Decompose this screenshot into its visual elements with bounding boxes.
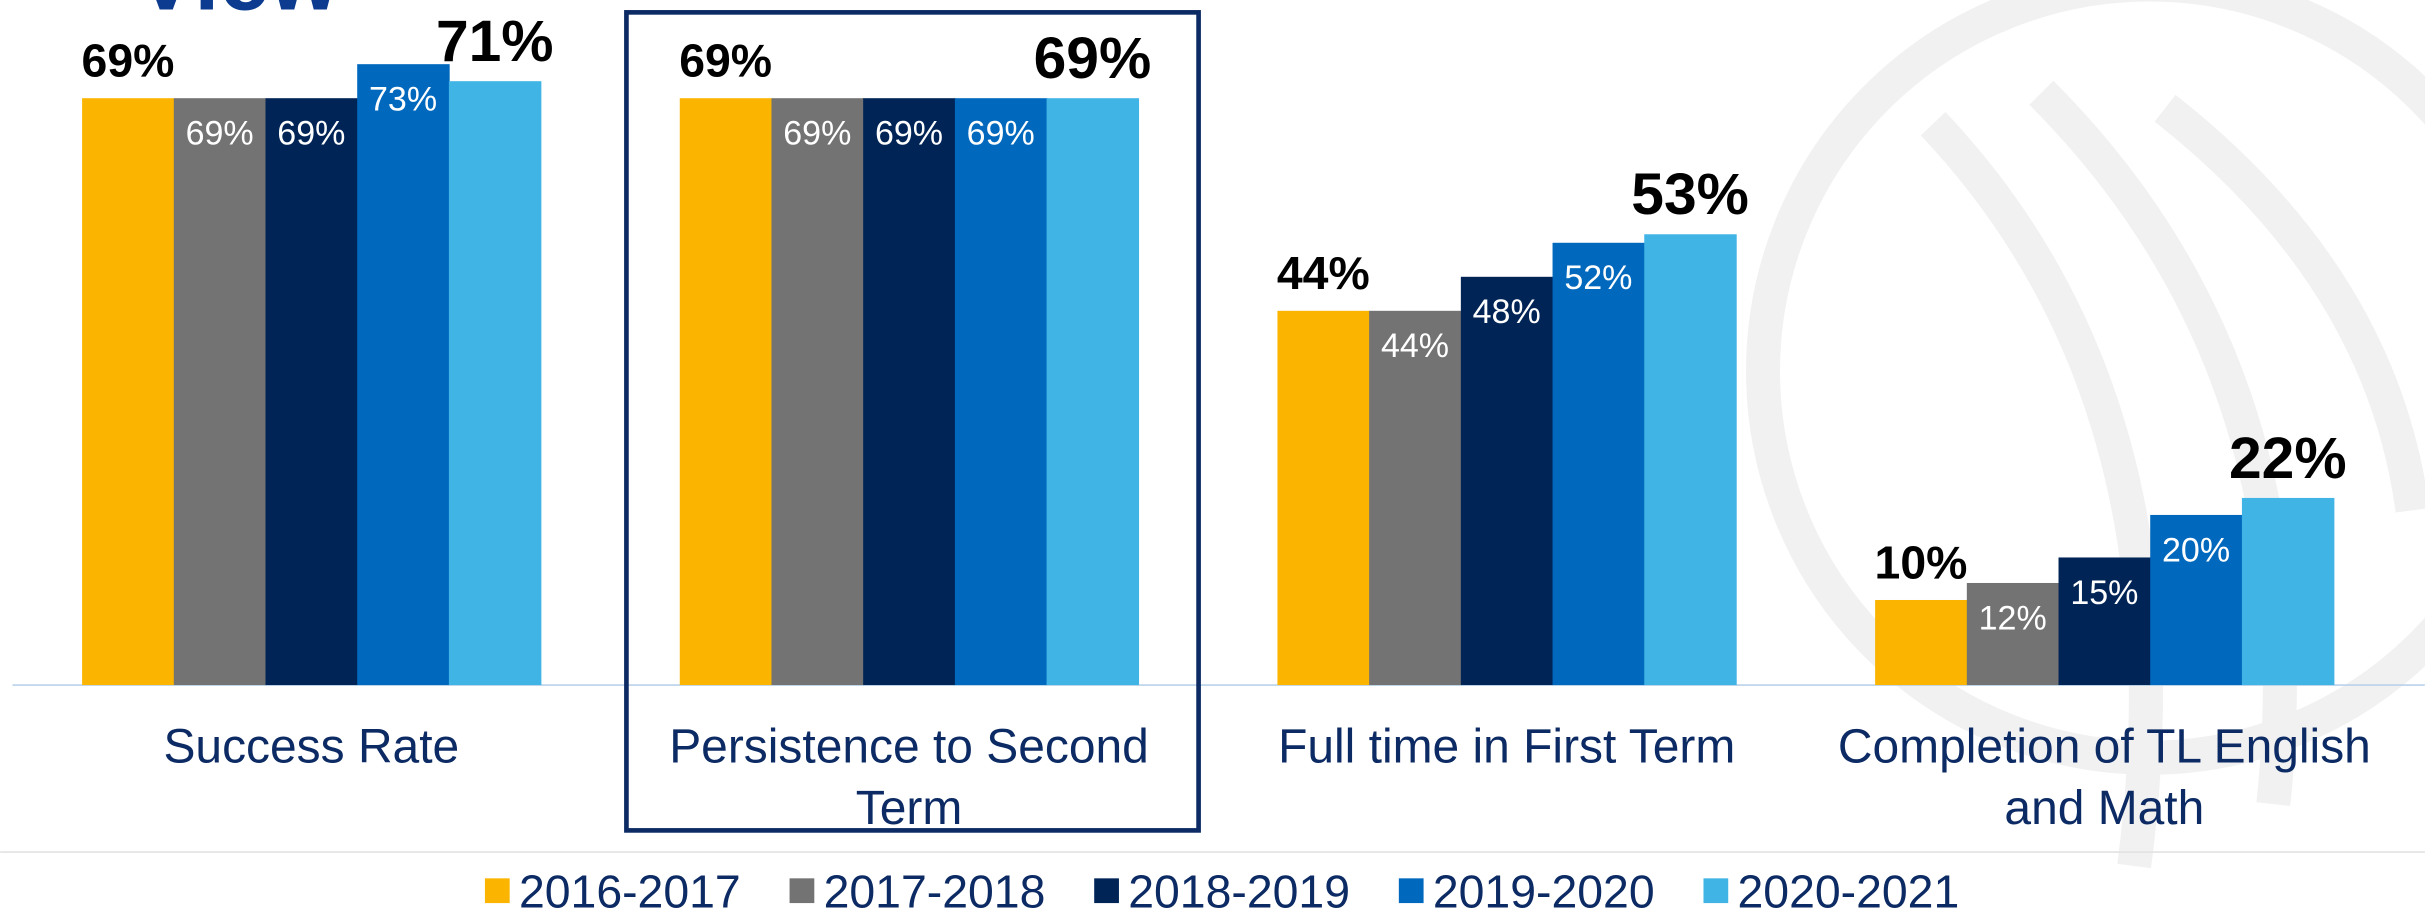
data-label: 15% (2070, 574, 2138, 612)
data-label: 48% (1473, 293, 1541, 331)
legend-swatch (1398, 878, 1424, 904)
x-tick-label: Completion of TL English and Math (1837, 719, 2371, 836)
bar (1966, 582, 2060, 686)
bar (357, 64, 450, 686)
legend-swatch (789, 878, 815, 904)
data-label: 10% (1875, 536, 1968, 588)
bar (954, 98, 1048, 686)
bar (1046, 98, 1140, 686)
bar (2150, 514, 2243, 686)
category-label-box: Persistence to Second Term (669, 719, 1149, 836)
legend-swatch (1703, 878, 1729, 904)
data-label: 69% (783, 115, 851, 153)
bar (448, 81, 542, 686)
data-label: 69% (277, 115, 345, 153)
category-label-box: Completion of TL English and Math (1837, 719, 2371, 836)
bar (2058, 557, 2151, 686)
bar (1277, 310, 1370, 686)
legend-label: 2017-2018 (824, 866, 1046, 917)
x-tick-label: Persistence to Second Term (669, 719, 1149, 836)
data-label: 69% (967, 115, 1035, 153)
bar (82, 98, 175, 686)
bar (1552, 242, 1646, 686)
data-label: 12% (1979, 599, 2047, 637)
legend-swatch (484, 878, 510, 904)
bar (771, 98, 864, 686)
data-label: 52% (1564, 259, 1632, 297)
bar (1369, 310, 1462, 686)
data-label: 69% (186, 115, 254, 153)
x-tick-label: Full time in First Term (1278, 719, 1736, 774)
data-label: 44% (1381, 327, 1449, 365)
bar (1460, 276, 1554, 686)
legend-label: 2018-2019 (1128, 866, 1350, 917)
category-label-box: Success Rate (163, 719, 460, 774)
bar (1875, 599, 1968, 686)
bar (173, 98, 267, 686)
data-label: 69% (82, 35, 175, 87)
legend-swatch (1094, 878, 1119, 904)
data-label: 73% (369, 81, 437, 119)
data-label: 20% (2162, 531, 2230, 569)
data-label: 22% (2229, 426, 2347, 491)
category-label-box: Full time in First Term (1278, 719, 1736, 774)
legend-label: 2019-2020 (1433, 866, 1655, 917)
legend-label: 2020-2021 (1737, 866, 1959, 917)
data-label: 69% (679, 35, 772, 87)
bar (1644, 234, 1737, 686)
highlight-box (624, 10, 1201, 833)
data-label: 71% (436, 9, 554, 74)
bar (2241, 497, 2335, 686)
data-label: 69% (1034, 26, 1152, 91)
data-label: 53% (1631, 162, 1749, 227)
data-label: 69% (875, 115, 943, 153)
x-tick-label: Success Rate (163, 719, 460, 774)
chart-title: View (136, 0, 339, 29)
bar (265, 98, 358, 686)
data-label: 44% (1277, 247, 1370, 299)
bar (863, 98, 956, 686)
bar (679, 98, 773, 686)
legend-label: 2016-2017 (519, 866, 741, 917)
